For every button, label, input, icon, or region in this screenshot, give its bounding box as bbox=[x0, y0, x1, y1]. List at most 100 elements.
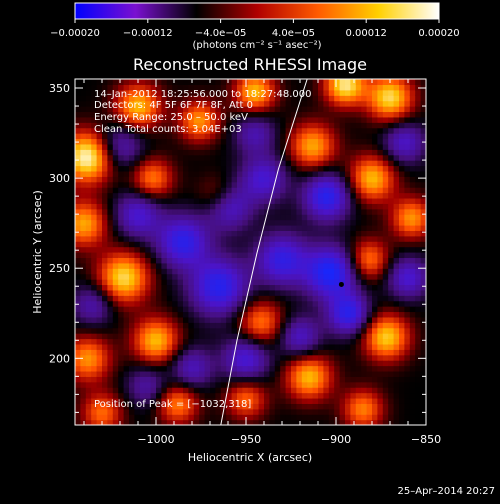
heatmap-cell bbox=[420, 219, 426, 226]
heatmap-cell bbox=[420, 349, 426, 356]
heatmap-cell bbox=[204, 381, 211, 388]
heatmap-cell bbox=[80, 176, 87, 183]
heatmap-cell bbox=[307, 414, 314, 421]
heatmap-cell bbox=[215, 187, 222, 194]
heatmap-cell bbox=[123, 289, 130, 296]
heatmap-cell bbox=[161, 360, 168, 367]
heatmap-cell bbox=[166, 392, 173, 399]
heatmap-cell bbox=[237, 408, 243, 415]
heatmap-cell bbox=[388, 133, 395, 140]
heatmap-cell bbox=[334, 257, 341, 264]
heatmap-cell bbox=[377, 376, 384, 383]
heatmap-cell bbox=[312, 381, 319, 388]
heatmap-cell bbox=[215, 365, 222, 372]
heatmap-cell bbox=[177, 306, 184, 313]
heatmap-cell bbox=[172, 160, 179, 167]
heatmap-cell bbox=[264, 170, 270, 177]
heatmap-cell bbox=[188, 246, 195, 253]
heatmap-cell bbox=[328, 79, 335, 86]
heatmap-cell bbox=[409, 100, 416, 107]
heatmap-cell bbox=[382, 365, 389, 372]
heatmap-cell bbox=[345, 100, 351, 107]
heatmap-cell bbox=[166, 354, 173, 361]
heatmap-cell bbox=[123, 143, 130, 150]
heatmap-cell bbox=[296, 219, 303, 226]
heatmap-cell bbox=[274, 376, 281, 383]
heatmap-cell bbox=[388, 338, 395, 345]
heatmap-cell bbox=[129, 89, 135, 96]
heatmap-cell bbox=[285, 224, 292, 231]
heatmap-cell bbox=[188, 187, 195, 194]
heatmap-cell bbox=[328, 279, 335, 286]
heatmap-cell bbox=[345, 187, 351, 194]
heatmap-cell bbox=[210, 300, 216, 307]
heatmap-cell bbox=[210, 289, 216, 296]
heatmap-cell bbox=[355, 241, 362, 248]
heatmap-cell bbox=[355, 252, 362, 259]
heatmap-cell bbox=[96, 306, 103, 313]
heatmap-cell bbox=[269, 370, 276, 377]
heatmap-cell bbox=[129, 127, 135, 134]
heatmap-cell bbox=[372, 181, 378, 188]
heatmap-cell bbox=[215, 192, 222, 199]
heatmap-cell bbox=[318, 365, 324, 372]
heatmap-cell bbox=[355, 419, 362, 425]
heatmap-cell bbox=[307, 354, 314, 361]
heatmap-cell bbox=[172, 414, 179, 421]
heatmap-cell bbox=[193, 300, 200, 307]
heatmap-cell bbox=[388, 349, 395, 356]
heatmap-cell bbox=[339, 214, 346, 221]
heatmap-cell bbox=[409, 149, 416, 156]
heatmap-cell bbox=[372, 387, 378, 394]
heatmap-cell bbox=[237, 84, 243, 91]
heatmap-cell bbox=[334, 106, 341, 113]
heatmap-cell bbox=[85, 333, 92, 340]
heatmap-cell bbox=[237, 333, 243, 340]
heatmap-cell bbox=[285, 327, 292, 334]
heatmap-cell bbox=[355, 300, 362, 307]
heatmap-cell bbox=[280, 176, 287, 183]
heatmap-cell bbox=[399, 327, 405, 334]
heatmap-cell bbox=[393, 127, 400, 134]
heatmap-cell bbox=[75, 133, 81, 140]
heatmap-cell bbox=[345, 311, 351, 318]
heatmap-cell bbox=[382, 170, 389, 177]
heatmap-cell bbox=[291, 273, 297, 280]
heatmap-cell bbox=[339, 322, 346, 329]
heatmap-cell bbox=[339, 279, 346, 286]
heatmap-cell bbox=[220, 387, 227, 394]
heatmap-cell bbox=[323, 127, 330, 134]
heatmap-cell bbox=[415, 403, 422, 410]
heatmap-cell bbox=[199, 365, 206, 372]
heatmap-cell bbox=[96, 176, 103, 183]
heatmap-cell bbox=[156, 349, 162, 356]
heatmap-cell bbox=[188, 376, 195, 383]
heatmap-cell bbox=[129, 176, 135, 183]
heatmap-cell bbox=[318, 181, 324, 188]
heatmap-cell bbox=[172, 365, 179, 372]
heatmap-cell bbox=[150, 273, 157, 280]
heatmap-cell bbox=[145, 170, 152, 177]
heatmap-cell bbox=[388, 89, 395, 96]
heatmap-cell bbox=[350, 365, 357, 372]
heatmap-cell bbox=[150, 403, 157, 410]
heatmap-cell bbox=[150, 219, 157, 226]
heatmap-cell bbox=[134, 381, 141, 388]
heatmap-cell bbox=[80, 187, 87, 194]
heatmap-cell bbox=[183, 165, 189, 172]
heatmap-cell bbox=[366, 392, 373, 399]
heatmap-cell bbox=[134, 116, 141, 123]
heatmap-cell bbox=[210, 376, 216, 383]
heatmap-cell bbox=[237, 338, 243, 345]
heatmap-cell bbox=[334, 268, 341, 275]
heatmap-cell bbox=[242, 95, 249, 102]
heatmap-cell bbox=[134, 111, 141, 118]
heatmap-cell bbox=[393, 343, 400, 350]
heatmap-cell bbox=[328, 181, 335, 188]
heatmap-cell bbox=[404, 116, 411, 123]
heatmap-cell bbox=[118, 397, 125, 404]
heatmap-cell bbox=[355, 95, 362, 102]
heatmap-cell bbox=[307, 111, 314, 118]
heatmap-cell bbox=[139, 111, 146, 118]
heatmap-cell bbox=[269, 160, 276, 167]
